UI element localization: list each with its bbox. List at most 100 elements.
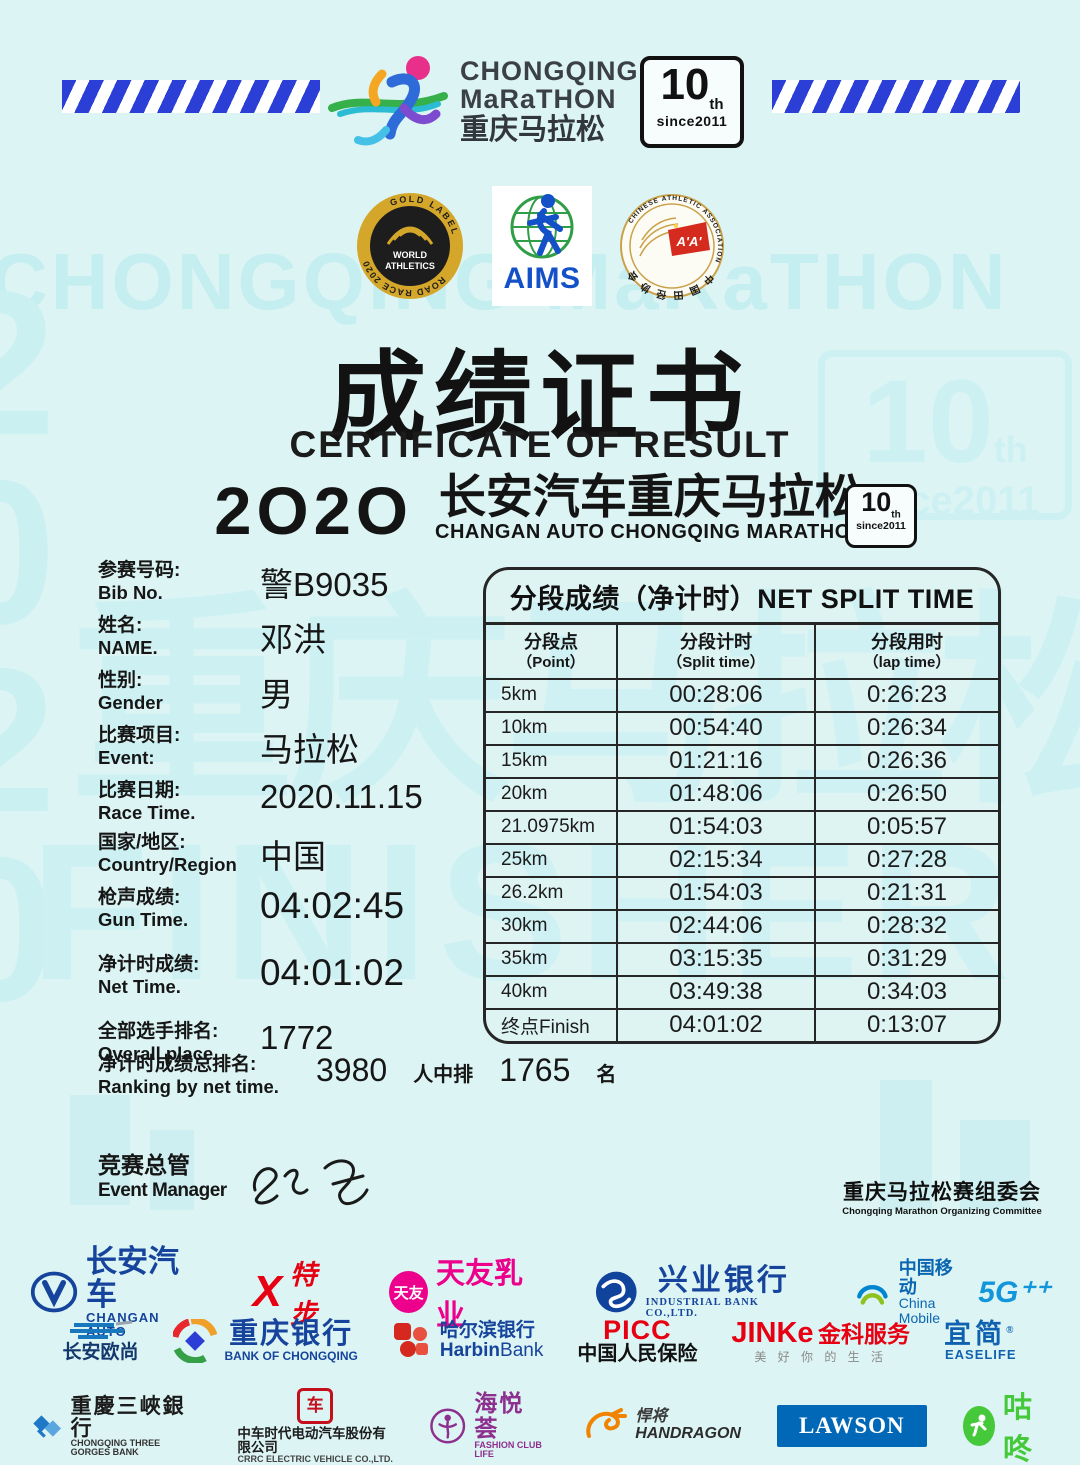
- three-gorges-bank-icon: [33, 1415, 62, 1438]
- event-value: 马拉松: [260, 731, 359, 768]
- certificate-title-cn: 成绩证书: [327, 342, 752, 452]
- split-point: 40km: [486, 976, 618, 1008]
- sponsor-row-1: 长安汽车 CHANGAN AUTO X 特步 天友 天友乳业 兴业银行 INDU…: [30, 1245, 1050, 1338]
- field-country: 国家/地区: Country/Region 中国: [98, 832, 490, 878]
- split-table-header: 分段点 （Point） 分段计时 （Split time） 分段用时 （lap tim…: [486, 625, 998, 678]
- lap-time: 0:26:36: [866, 747, 948, 775]
- split-point: 5km: [486, 679, 618, 711]
- split-time: 02:15:34: [618, 844, 816, 876]
- table-row: 35km 03:15:35 0:31:29: [486, 941, 998, 975]
- split-time: 01:54:03: [618, 877, 816, 909]
- certificate-title-en: CERTIFICATE OF RESULT: [289, 424, 791, 465]
- bib-value: 警B9035: [260, 566, 389, 603]
- field-date: 比赛日期: Race Time. 2020.11.15: [98, 778, 423, 823]
- brand-en-line1: CHONGQING: [460, 56, 639, 86]
- split-time: 00:54:40: [618, 712, 816, 744]
- handragon-icon: [586, 1408, 628, 1438]
- split-point: 15km: [486, 745, 618, 777]
- split-time: 03:15:35: [618, 943, 816, 975]
- table-row: 终点Finish 04:01:02 0:13:07: [486, 1007, 998, 1041]
- harbin-bank-icon: [393, 1322, 428, 1357]
- sponsor-bank-of-chongqing: 重庆银行 BANK OF CHONGQING: [172, 1318, 358, 1363]
- event-name-en: CHANGAN AUTO CHONGQING MARATHON: [435, 521, 866, 544]
- split-rows: 5km 00:28:06 0:26:23 10km 00:54:40 0:26:34 15k…: [486, 677, 998, 1041]
- sponsor-crrc: 车 中车时代电动汽车股份有限公司 CRRC ELECTRIC VEHICLE C…: [237, 1387, 393, 1465]
- lap-time: 0:21:31: [866, 879, 948, 907]
- aims-logo: AIMS: [492, 186, 592, 306]
- skyline-building: [960, 1120, 1030, 1210]
- field-gender: 性别: Gender 男: [98, 670, 490, 716]
- split-time: 01:54:03: [618, 811, 816, 843]
- split-time: 04:01:02: [618, 1009, 816, 1041]
- table-row: 15km 01:21:16 0:26:36: [486, 743, 998, 777]
- table-row: 21.0975km 01:54:03 0:05:57: [486, 809, 998, 843]
- haiyuehui-icon: [430, 1408, 466, 1444]
- event-manager-signature: 竞赛总管 Event Manager: [98, 1146, 391, 1218]
- split-time: 01:21:16: [618, 745, 816, 777]
- lap-time: 0:05:57: [866, 813, 948, 841]
- sponsor-haiyuehui: 海悦荟 FASHION CLUB LIFE: [429, 1392, 547, 1459]
- sponsor-codoon: 咕咚: [962, 1384, 1050, 1465]
- oshan-icon: [69, 1320, 132, 1339]
- split-point: 21.0975km: [486, 811, 618, 843]
- lap-time: 0:27:28: [866, 846, 948, 874]
- event-year: 2O2O: [214, 474, 414, 549]
- net-split-time-table: 分段成绩（净计时）NET SPLIT TIME 分段点 （Point） 分段计时（…: [483, 567, 1001, 1044]
- field-event: 比赛项目: Event: 马拉松: [98, 725, 490, 771]
- table-row: 10km 00:54:40 0:26:34: [486, 710, 998, 744]
- sponsor-lawson: LAWSON: [776, 1405, 927, 1447]
- codoon-icon: [962, 1406, 996, 1446]
- marathon-runner-logo: [328, 56, 448, 146]
- split-time: 02:44:06: [618, 910, 816, 942]
- athlete-fields: 参赛号码: Bib No. 警B9035 姓名: NAME. 邓洪 性别: Gende…: [98, 560, 490, 1073]
- china-mobile-icon: [857, 1285, 888, 1305]
- industrial-bank-icon: [596, 1271, 637, 1313]
- lap-time: 0:28:32: [866, 912, 948, 940]
- header-stripes-left: [62, 80, 320, 113]
- table-row: 40km 03:49:38 0:34:03: [486, 974, 998, 1008]
- name-value: 邓洪: [260, 621, 326, 658]
- signature-handwriting: [252, 1159, 369, 1206]
- table-row: 30km 02:44:06 0:28:32: [486, 908, 998, 942]
- ranking-rank: 1765: [499, 1052, 571, 1088]
- brand-en-line2: MaRaTHON: [460, 83, 617, 114]
- lap-time: 0:31:29: [866, 945, 948, 973]
- crrc-icon: 车: [297, 1387, 334, 1424]
- skyline-building: [70, 1095, 130, 1205]
- sponsor-industrial-bank: 兴业银行 INDUSTRIAL BANK CO.,LTD.: [595, 1265, 802, 1319]
- table-row: 20km 01:48:06 0:26:50: [486, 776, 998, 810]
- sponsor-picc: PICC 中国人民保险: [577, 1315, 698, 1366]
- 5g-mark: 5G⁺⁺: [978, 1275, 1050, 1309]
- field-gun-time: 枪声成绩: Gun Time. 04:02:45: [98, 885, 405, 930]
- split-point: 终点Finish: [486, 1009, 618, 1041]
- lap-time: 0:13:07: [866, 1011, 948, 1039]
- changan-auto-icon: [30, 1271, 78, 1313]
- gun-time-value: 04:02:45: [260, 885, 405, 927]
- badge-10th-small: 10th since2011: [845, 484, 917, 548]
- split-time: 03:49:38: [618, 976, 816, 1008]
- chinese-athletic-association-icon: CHINESE ATHLETIC ASSOCIATION 中国田径协会 A'A': [620, 194, 724, 300]
- date-value: 2020.11.15: [260, 778, 423, 815]
- sponsor-row-3: 重慶三峽銀行 CHONGQING THREE GORGES BANK 车 中车时…: [30, 1384, 1050, 1465]
- field-name: 姓名: NAME. 邓洪: [98, 615, 490, 661]
- event-name-cn: 长安汽车重庆马拉松: [438, 470, 862, 523]
- lap-time: 0:34:03: [866, 978, 948, 1006]
- tianyou-icon: 天友: [389, 1271, 429, 1314]
- sponsor-china-mobile: 中国移动 China Mobile 5G⁺⁺: [854, 1258, 1050, 1326]
- lap-time: 0:26:50: [866, 780, 948, 808]
- brand-text: CHONGQING MaRaTHON 重庆马拉松: [460, 56, 639, 146]
- split-point: 10km: [486, 712, 618, 744]
- ranking-total: 3980: [316, 1052, 388, 1088]
- sponsor-jinke: JINKe 金科服务 美 好 你 的 生 活: [731, 1316, 911, 1365]
- sponsor-three-gorges-bank: 重慶三峽銀行 CHONGQING THREE GORGES BANK: [30, 1394, 201, 1458]
- field-overall-place: 全部选手排名: Overall place. 1772: [98, 1019, 334, 1065]
- organizing-committee: 重庆马拉松赛组委会 Chongqing Marathon Organizing …: [842, 1181, 1042, 1217]
- event-line: 2O2O 长安汽车重庆马拉松 CHANGAN AUTO CHONGQING MA…: [0, 472, 1080, 545]
- svg-text:WORLD: WORLD: [393, 250, 427, 260]
- split-point: 25km: [486, 844, 618, 876]
- split-point: 26.2km: [486, 877, 618, 909]
- svg-text:ATHLETICS: ATHLETICS: [385, 261, 435, 271]
- certification-logos: GOLD LABEL ROAD RACE 2020 WORLD ATHLETIC…: [0, 186, 1080, 306]
- split-time: 00:28:06: [618, 679, 816, 711]
- sponsor-row-2: 长安欧尚 重庆银行 BANK OF CHONGQING 哈尔滨银行 Harbin…: [30, 1316, 1050, 1365]
